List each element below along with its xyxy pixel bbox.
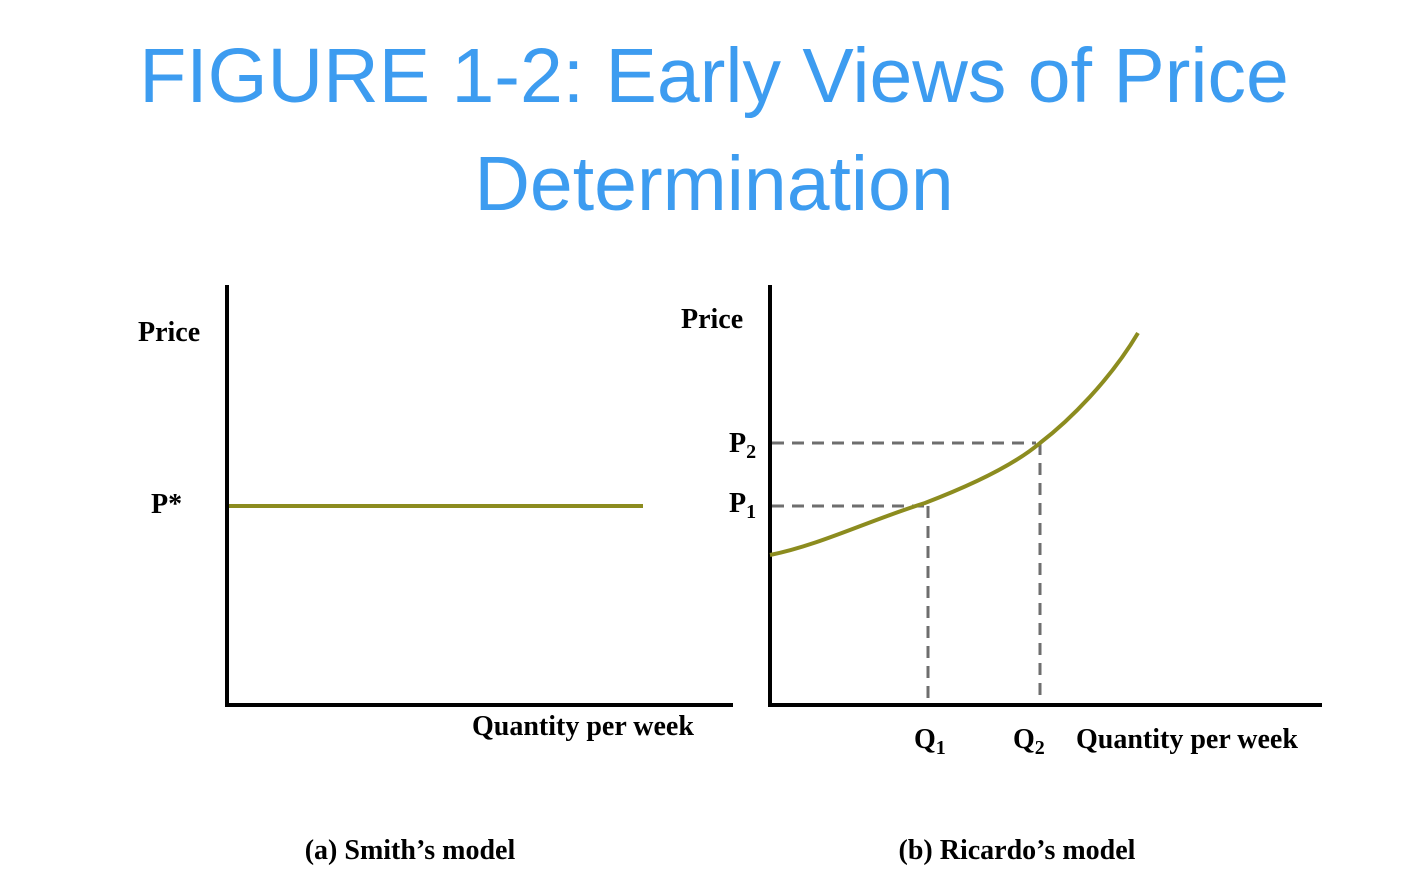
panel-b-q2-label: Q2: [1013, 724, 1045, 759]
panel-b-p2-label: P2: [729, 428, 756, 463]
panel-a-caption: (a) Smith’s model: [305, 835, 516, 866]
panel-smith-model: Price P* Quantity per week (a) Smith’s m…: [138, 285, 733, 866]
panel-b-x-axis-label: Quantity per week: [1076, 724, 1298, 755]
panel-b-p2-subscript: 2: [746, 441, 756, 463]
panel-a-x-axis-label: Quantity per week: [472, 711, 694, 742]
panel-b-p1-subscript: 1: [746, 501, 756, 523]
panel-b-q2-letter: Q: [1013, 724, 1035, 755]
panel-b-caption: (b) Ricardo’s model: [899, 835, 1136, 866]
panel-b-q1-letter: Q: [914, 724, 936, 755]
panel-a-y-axis-label: Price: [138, 317, 200, 348]
panel-b-supply-curve: [769, 331, 1140, 557]
panel-ricardo-model: Price P2 P1 Q1 Q2 Quantity per week (b) …: [681, 285, 1322, 866]
panel-b-p2-letter: P: [729, 428, 746, 459]
panel-a-price-label: P*: [151, 489, 182, 520]
slide-title: FIGURE 1-2: Early Views of Price Determi…: [0, 22, 1428, 238]
slide-title-line-1: FIGURE 1-2: Early Views of Price: [139, 33, 1289, 119]
panel-b-p1-letter: P: [729, 488, 746, 519]
panel-b-q1-subscript: 1: [936, 737, 946, 759]
panel-b-p1-label: P1: [729, 488, 756, 523]
panel-b-y-axis-label: Price: [681, 304, 743, 335]
panel-b-q1-label: Q1: [914, 724, 946, 759]
panel-b-q2-subscript: 2: [1035, 737, 1045, 759]
slide-title-line-2: Determination: [474, 141, 954, 227]
